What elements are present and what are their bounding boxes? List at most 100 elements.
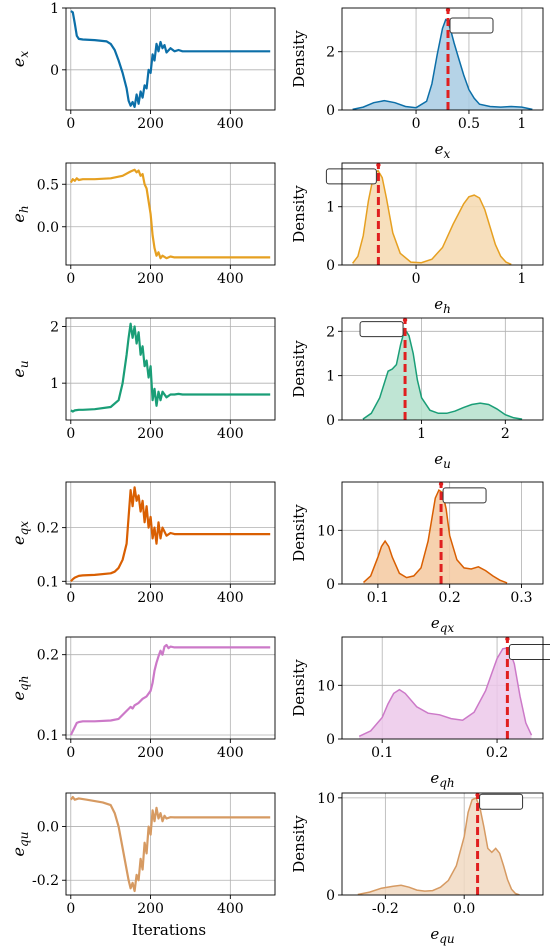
xlabel-sub: qx	[440, 621, 455, 635]
mode-marker	[438, 481, 444, 487]
x-axis-label: eu	[434, 450, 451, 471]
kde-curve	[362, 488, 508, 584]
axes-frame	[65, 792, 276, 896]
axes-frame	[65, 162, 276, 266]
y-axis-label: eh	[9, 205, 31, 222]
trace-line	[70, 486, 271, 583]
panel-trace-3: 0 200 400 0.1 0.2 eqx	[9, 481, 276, 606]
y-axis-label: Density	[290, 185, 308, 243]
ylabel-main: e	[9, 58, 28, 67]
y-axis-label: eu	[9, 360, 31, 377]
axes-frame	[341, 792, 544, 896]
y-tick-label: 10	[317, 678, 335, 694]
y-axis-label: Density	[290, 815, 308, 873]
xlabel-main: e	[434, 295, 443, 313]
mode-marker	[445, 7, 451, 13]
kde-curve	[362, 327, 523, 420]
ylabel-main: e	[9, 213, 28, 222]
ylabel-sub: x	[17, 51, 31, 58]
kde-fill	[359, 647, 532, 739]
trace-line	[70, 322, 271, 413]
y-tick-label: 1	[326, 200, 335, 216]
y-tick-label: 0	[326, 577, 335, 593]
x-tick-label: 400	[217, 901, 244, 917]
trace-line	[69, 168, 271, 260]
ylabel-sub: u	[17, 360, 31, 368]
axes-frame	[341, 636, 544, 740]
x-tick-label: 200	[137, 426, 164, 442]
y-axis-label: Density	[290, 340, 308, 398]
x-tick-label: 0.2	[486, 745, 508, 761]
x-tick-label: 200	[137, 745, 164, 761]
x-tick-label: 0.1	[367, 590, 389, 606]
kde-fill	[352, 19, 533, 110]
axes-frame	[341, 481, 544, 585]
y-tick-label: 0	[326, 888, 335, 904]
y-tick-label: 0.0	[37, 820, 59, 836]
x-tick-label: 0	[66, 271, 75, 287]
x-axis-label: equ	[430, 925, 454, 946]
y-tick-label: 0	[326, 258, 335, 274]
y-axis-label: Density	[290, 659, 308, 717]
x-axis-label: eh	[434, 295, 451, 316]
x-tick-label: 200	[137, 901, 164, 917]
xlabel-main: e	[434, 450, 443, 468]
x-tick-label: 0.2	[439, 590, 461, 606]
y-axis-label: eqh	[9, 676, 31, 701]
mode-label-box	[325, 168, 377, 185]
y-tick-label: 0.2	[37, 521, 59, 537]
x-tick-label: 0	[66, 426, 75, 442]
x-tick-label: 0	[66, 590, 75, 606]
y-tick-label: 0.0	[37, 220, 59, 236]
x-tick-label: 0	[66, 745, 75, 761]
panel-kde-0: 0 0.5 1 0 2 Density ex	[290, 7, 544, 161]
x-tick-label: -0.2	[372, 901, 399, 917]
xlabel-sub: x	[444, 147, 451, 161]
x-tick-label: 0.3	[510, 590, 532, 606]
x-tick-label: 400	[217, 426, 244, 442]
y-axis-label: Density	[290, 30, 308, 88]
y-tick-label: 0	[326, 103, 335, 119]
panel-kde-1: 0 1 0 1 Density eh	[290, 162, 544, 316]
ylabel-main: e	[9, 535, 28, 544]
ylabel-main: e	[9, 368, 28, 377]
panel-trace-0: 0 200 400 0 1 ex	[9, 1, 276, 132]
axes-frame	[65, 481, 276, 585]
xlabel-main: e	[431, 614, 440, 632]
x-tick-label: 1	[517, 116, 526, 132]
xlabel-main: e	[430, 925, 439, 943]
y-tick-label: 1	[50, 376, 59, 392]
panel-trace-1: 0 200 400 0.5 0.0 eh	[9, 162, 276, 287]
y-axis-label: Density	[290, 504, 308, 562]
axes-frame	[65, 317, 276, 421]
ylabel-main: e	[9, 691, 28, 700]
panel-kde-2: 1 2 0 1 2 Density eu	[290, 317, 544, 471]
ylabel-sub: qx	[17, 521, 31, 536]
y-tick-label: 2	[326, 324, 335, 340]
mode-label-box	[359, 321, 404, 338]
y-tick-label: 2	[326, 45, 335, 61]
kde-curve	[357, 796, 520, 895]
x-tick-label: 0	[412, 271, 421, 287]
panel-kde-3: 0.1 0.2 0.3 0 10 Density eqx	[290, 481, 544, 635]
x-tick-label: 0.1	[371, 745, 393, 761]
mode-marker	[402, 317, 408, 323]
kde-fill	[362, 329, 523, 420]
panel-trace-4: 0 200 400 0.1 0.2 eqh	[9, 636, 276, 761]
y-axis-label: eqx	[9, 521, 31, 545]
xlabel-sub: u	[443, 457, 451, 471]
x-tick-label: 400	[217, 745, 244, 761]
ylabel-sub: qh	[17, 676, 31, 691]
x-tick-label: 200	[137, 590, 164, 606]
axes-frame	[341, 162, 544, 266]
xlabel-main: e	[430, 769, 439, 787]
y-tick-label: 0.1	[37, 728, 59, 744]
y-tick-label: 0	[326, 413, 335, 429]
y-axis-label: ex	[9, 51, 31, 67]
x-tick-label: 0.5	[458, 116, 480, 132]
kde-fill	[352, 170, 512, 265]
ylabel-main: e	[9, 847, 28, 856]
axes-frame	[341, 317, 544, 421]
kde-fill	[357, 797, 520, 895]
